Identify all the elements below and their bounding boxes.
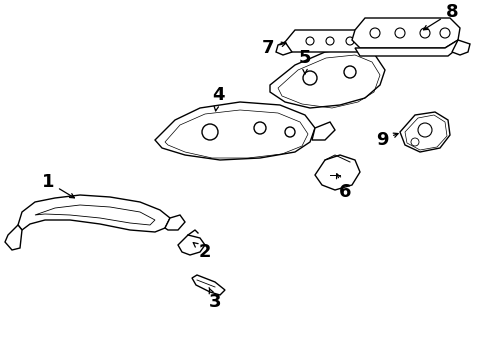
- Polygon shape: [355, 40, 458, 56]
- Polygon shape: [178, 235, 205, 255]
- Text: 9: 9: [376, 131, 398, 149]
- Polygon shape: [285, 30, 375, 52]
- Polygon shape: [270, 48, 385, 108]
- Polygon shape: [192, 275, 225, 295]
- Text: 6: 6: [337, 174, 351, 201]
- Polygon shape: [312, 122, 335, 140]
- Polygon shape: [165, 215, 185, 230]
- Text: 8: 8: [423, 3, 458, 30]
- Polygon shape: [18, 195, 170, 232]
- Text: 5: 5: [299, 49, 311, 74]
- Polygon shape: [352, 18, 460, 48]
- Polygon shape: [155, 102, 315, 160]
- Polygon shape: [315, 155, 360, 190]
- Text: 4: 4: [212, 86, 224, 111]
- Text: 2: 2: [193, 243, 211, 261]
- Polygon shape: [5, 225, 22, 250]
- Text: 3: 3: [209, 288, 221, 311]
- Polygon shape: [452, 40, 470, 55]
- Polygon shape: [276, 42, 292, 55]
- Text: 1: 1: [42, 173, 74, 198]
- Text: 7: 7: [262, 39, 286, 57]
- Polygon shape: [400, 112, 450, 152]
